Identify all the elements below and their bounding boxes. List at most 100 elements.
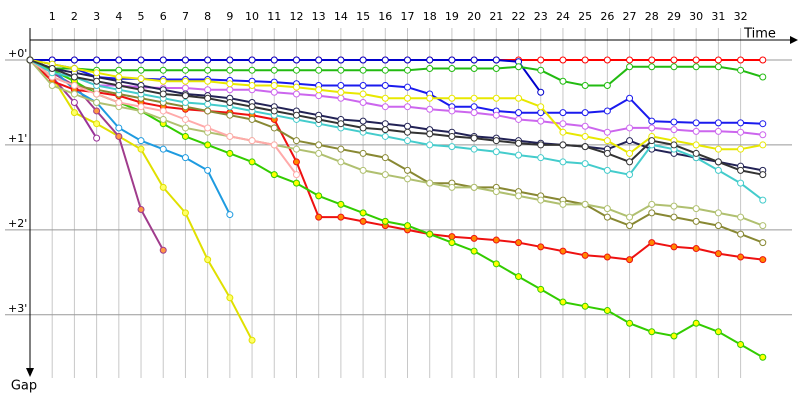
data-point <box>204 166 212 174</box>
series-line <box>29 59 764 87</box>
data-point <box>626 256 634 264</box>
data-point <box>759 120 767 128</box>
data-point <box>159 107 167 115</box>
data-point <box>692 319 700 327</box>
series-line <box>29 59 764 244</box>
data-point <box>559 56 567 64</box>
data-point <box>404 94 411 102</box>
data-point <box>292 158 300 166</box>
data-point <box>159 183 167 191</box>
y-axis-title: Gap <box>11 379 37 394</box>
data-point <box>381 81 389 89</box>
x-tick-label: 26 <box>600 10 614 23</box>
data-point <box>93 134 101 142</box>
data-point <box>404 83 411 91</box>
data-point <box>448 239 456 247</box>
data-point <box>714 209 722 217</box>
data-point <box>159 90 167 98</box>
data-point <box>137 103 145 111</box>
data-point <box>181 98 189 106</box>
data-point <box>626 171 634 179</box>
data-point <box>737 230 745 238</box>
x-tick-label: 22 <box>512 10 526 23</box>
data-point <box>381 154 389 162</box>
data-point <box>626 149 634 157</box>
data-point <box>559 109 567 117</box>
data-point <box>559 200 567 208</box>
data-point <box>737 56 745 64</box>
data-point <box>404 56 411 64</box>
data-point <box>648 63 656 71</box>
series-line <box>30 59 542 93</box>
x-tick-label: 7 <box>182 10 189 23</box>
data-point <box>537 196 545 204</box>
series-line <box>29 59 764 201</box>
data-point <box>315 115 323 123</box>
data-point <box>426 179 434 187</box>
data-point <box>404 103 411 111</box>
data-point <box>226 98 234 106</box>
data-point <box>337 88 345 96</box>
data-point <box>537 88 545 96</box>
data-point <box>714 328 722 336</box>
data-point <box>315 66 323 74</box>
x-tick-label: 4 <box>115 10 122 23</box>
data-point <box>648 117 656 125</box>
data-point <box>270 141 278 149</box>
data-point <box>159 56 167 64</box>
series-line <box>29 59 764 227</box>
data-point <box>737 66 745 74</box>
data-point <box>515 273 523 281</box>
data-point <box>93 107 101 115</box>
data-point <box>603 107 611 115</box>
x-tick-label: 9 <box>226 10 233 23</box>
data-point <box>226 86 234 94</box>
x-tick-label: 2 <box>71 10 78 23</box>
data-point <box>359 98 367 106</box>
data-point <box>226 149 234 157</box>
data-point <box>470 247 478 255</box>
data-point <box>737 341 745 349</box>
data-point <box>670 63 678 71</box>
x-axis-title: Time <box>743 27 776 42</box>
data-point <box>137 66 145 74</box>
data-point <box>626 124 634 132</box>
data-point <box>115 98 123 106</box>
x-tick-label: 28 <box>645 10 659 23</box>
data-point <box>204 107 212 115</box>
data-point <box>559 247 567 255</box>
data-point <box>448 64 456 72</box>
data-point <box>714 127 722 135</box>
data-point <box>537 66 545 74</box>
data-point <box>270 124 278 132</box>
data-point <box>359 166 367 174</box>
data-point <box>737 119 745 127</box>
y-tick-label: +3' <box>8 302 27 315</box>
data-point <box>226 211 234 219</box>
x-tick-label: 12 <box>289 10 303 23</box>
x-tick-label: 23 <box>534 10 548 23</box>
data-point <box>137 86 145 94</box>
data-point <box>603 213 611 221</box>
data-point <box>26 56 34 64</box>
data-point <box>381 120 389 128</box>
x-tick-label: 29 <box>667 10 681 23</box>
data-point <box>603 166 611 174</box>
data-point <box>470 234 478 242</box>
x-tick-label: 13 <box>312 10 326 23</box>
data-point <box>714 56 722 64</box>
data-point <box>204 77 212 85</box>
data-point <box>515 115 523 123</box>
data-point <box>181 154 189 162</box>
data-point <box>426 56 434 64</box>
data-point <box>426 64 434 72</box>
data-point <box>404 222 411 230</box>
data-point <box>292 145 300 153</box>
data-point <box>381 66 389 74</box>
data-point <box>692 205 700 213</box>
data-point <box>559 141 567 149</box>
data-point <box>470 109 478 117</box>
data-point <box>714 63 722 71</box>
x-tick-label: 24 <box>556 10 570 23</box>
data-point <box>492 111 500 119</box>
